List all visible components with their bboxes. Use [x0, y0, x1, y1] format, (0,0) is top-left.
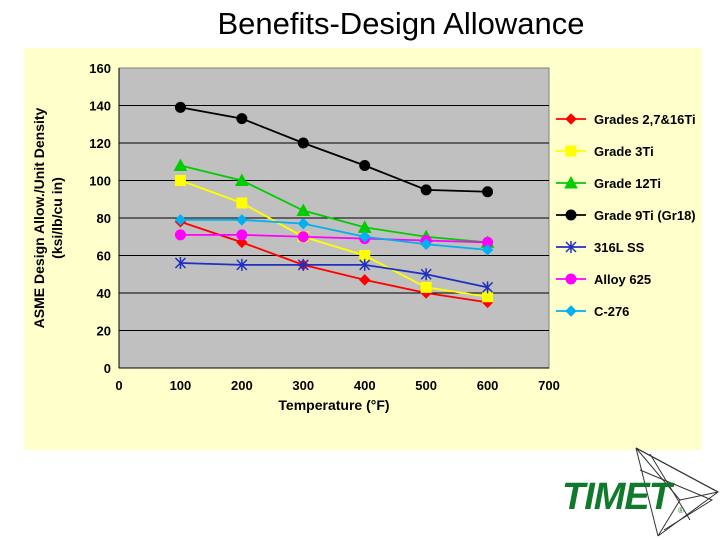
legend-item: 316L SS	[556, 240, 645, 255]
y-tick-label: 120	[89, 136, 111, 151]
legend-marker	[565, 145, 577, 157]
x-tick-label: 700	[538, 378, 560, 393]
legend-marker	[564, 175, 578, 189]
x-tick-label: 600	[477, 378, 499, 393]
data-point	[359, 274, 371, 286]
legend-marker	[565, 305, 577, 317]
series-316l-ss	[174, 257, 494, 294]
legend-label: Grade 3Ti	[594, 144, 654, 159]
data-point	[297, 217, 309, 230]
legend-item: Grades 2,7&16Ti	[556, 112, 696, 127]
timet-logo: TIMET ®	[540, 440, 720, 540]
y-tick-label: 60	[97, 249, 111, 264]
legend-marker	[565, 209, 577, 221]
series-line	[180, 233, 488, 244]
legend-label: Grade 9Ti (Gr18)	[594, 208, 696, 223]
data-point	[482, 281, 494, 294]
data-point	[297, 231, 309, 243]
legend-item: Grade 3Ti	[556, 144, 654, 159]
data-point	[296, 203, 311, 216]
y-tick-label: 140	[89, 99, 111, 114]
legend-label: Grade 12Ti	[594, 176, 661, 191]
data-point	[236, 214, 248, 226]
legend-item: Grade 9Ti (Gr18)	[556, 208, 696, 223]
x-tick-label: 200	[231, 378, 253, 393]
data-point	[235, 173, 249, 186]
legend-marker	[565, 273, 577, 285]
x-tick-label: 500	[415, 378, 437, 393]
x-tick-label: 0	[115, 378, 122, 393]
series-line	[180, 106, 488, 193]
legend-label: Grades 2,7&16Ti	[594, 112, 696, 127]
logo-registered-mark: ®	[678, 506, 684, 515]
x-tick-label: 400	[354, 378, 376, 393]
y-tick-label: 80	[97, 211, 111, 226]
data-point	[420, 184, 432, 196]
legend-marker	[565, 241, 577, 253]
legend-item: Alloy 625	[556, 272, 651, 287]
y-axis-title-group: ASME Design Allow./Unit Density (ksi/lb/c…	[31, 107, 65, 328]
legend-item: C-276	[556, 304, 629, 319]
series-line	[180, 218, 488, 251]
data-point	[297, 137, 309, 149]
x-tick-label: 100	[170, 378, 192, 393]
data-point	[420, 281, 432, 293]
data-point	[174, 101, 186, 113]
data-point	[359, 231, 371, 243]
legend-item: Grade 12Ti	[556, 175, 661, 191]
x-tick-label: 300	[292, 378, 314, 393]
y-tick-label: 160	[89, 61, 111, 76]
y-tick-label: 100	[89, 174, 111, 189]
legend-label: 316L SS	[594, 240, 645, 255]
y-axis-title-line1: ASME Design Allow./Unit Density	[31, 107, 47, 328]
data-point	[359, 160, 371, 171]
data-point	[236, 197, 248, 209]
series-line	[180, 262, 488, 289]
data-point	[236, 236, 248, 249]
data-point	[359, 258, 371, 271]
legend-label: Alloy 625	[594, 272, 651, 287]
logo-star-icon	[635, 447, 719, 537]
data-point	[420, 238, 432, 250]
legend-label: C-276	[594, 304, 629, 319]
logo-wordmark: TIMET	[562, 476, 672, 518]
data-point	[174, 175, 186, 186]
legend-marker	[565, 113, 577, 125]
data-point	[236, 258, 248, 271]
data-point	[297, 258, 309, 271]
x-axis-title: Temperature (°F)	[278, 397, 389, 413]
data-point	[236, 229, 248, 241]
data-point	[174, 229, 186, 241]
data-point	[236, 113, 248, 125]
data-point	[482, 186, 494, 198]
series-c-276	[174, 214, 494, 256]
series-grade-9ti-gr18	[174, 101, 494, 198]
data-point	[173, 158, 188, 171]
slide-title: Benefits-Design Allowance	[217, 6, 585, 41]
data-point	[420, 268, 432, 281]
y-tick-label: 20	[97, 324, 111, 339]
y-axis-title-line2: (ksi/lb/cu in)	[49, 177, 65, 259]
data-point	[174, 214, 187, 226]
data-point	[174, 257, 186, 269]
data-point	[481, 244, 494, 256]
series-line	[180, 164, 488, 244]
chart-panel: 0 20 40 60 80 100 120 140 160 0 100 200 300 400 500 600…	[24, 48, 702, 450]
series-line	[180, 220, 488, 304]
series-line	[180, 179, 488, 298]
y-tick-label: 40	[97, 286, 111, 301]
line-chart: 0 20 40 60 80 100 120 140 160 0 100 200 300 400 500 600…	[31, 61, 696, 413]
y-tick-label: 0	[104, 361, 111, 376]
